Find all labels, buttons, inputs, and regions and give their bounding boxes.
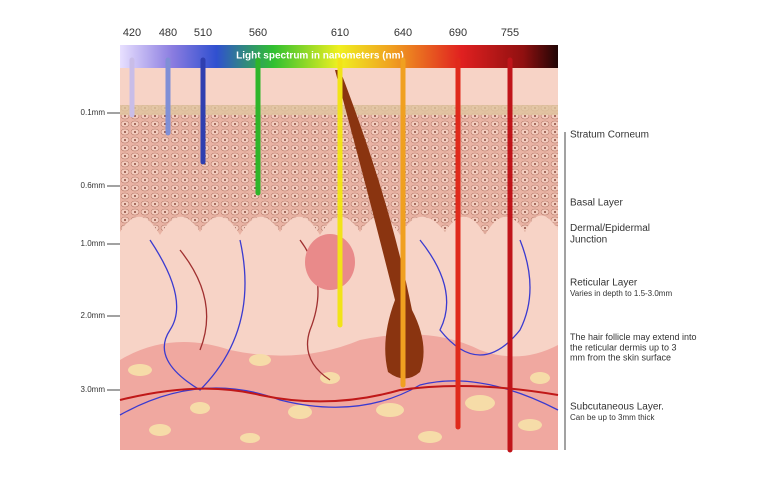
wavelength-label: 640 xyxy=(394,27,412,39)
depth-label: 0.1mm xyxy=(81,108,106,117)
layer-note: Varies in depth to 1.5-3.0mm xyxy=(570,289,672,298)
wavelength-label: 755 xyxy=(501,27,519,39)
depth-scale: 0.1mm 0.6mm 1.0mm 2.0mm 3.0mm xyxy=(81,108,120,394)
depth-label: 2.0mm xyxy=(81,311,106,320)
depth-label: 0.6mm xyxy=(81,181,106,190)
layer-label: Basal Layer xyxy=(570,198,623,209)
depth-label: 3.0mm xyxy=(81,385,106,394)
penetration-bars xyxy=(129,57,513,453)
wavelength-label: 690 xyxy=(449,27,467,39)
spectrum-title: Light spectrum in nanometers (nm) xyxy=(236,51,404,62)
wavelength-label: 480 xyxy=(159,27,177,39)
layer-label: Dermal/Epidermal Junction xyxy=(570,223,650,246)
wavelength-label: 420 xyxy=(123,27,141,39)
layer-label: Subcutaneous Layer. xyxy=(570,402,664,413)
layer-label: The hair follicle may extend into the ret… xyxy=(570,332,697,363)
layer-labels: Stratum Corneum Basal Layer Dermal/Epide… xyxy=(564,130,697,450)
layer-note: Can be up to 3mm thick xyxy=(570,413,655,422)
layer-label: Stratum Corneum xyxy=(570,130,649,141)
wavelength-label: 560 xyxy=(249,27,267,39)
spectrum-bar xyxy=(120,45,558,68)
depth-label: 1.0mm xyxy=(81,239,106,248)
layer-label: Reticular Layer xyxy=(570,278,638,289)
wavelength-label: 610 xyxy=(331,27,349,39)
wavelength-label: 510 xyxy=(194,27,212,39)
